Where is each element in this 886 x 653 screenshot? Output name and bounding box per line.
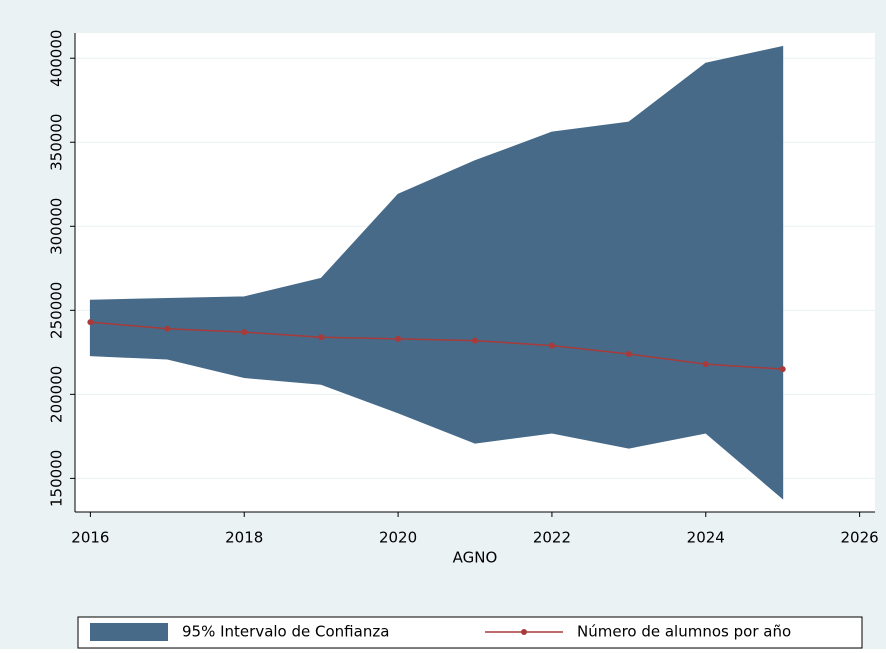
x-tick-label: 2026 (841, 529, 879, 547)
series-point (318, 334, 325, 341)
x-tick-label: 2022 (533, 529, 571, 547)
x-tick-label: 2024 (687, 529, 725, 547)
y-tick-label: 200000 (48, 366, 66, 423)
legend (77, 616, 863, 649)
series-point (472, 337, 478, 344)
series-point (779, 366, 786, 373)
legend-label: Número de alumnos por año (577, 623, 791, 641)
x-axis-label: AGNO (453, 549, 498, 567)
y-tick-label: 300000 (48, 198, 66, 255)
series-point (241, 329, 248, 336)
x-tick-label: 2020 (379, 529, 417, 547)
series-point (87, 319, 94, 326)
y-tick-label: 400000 (48, 30, 66, 87)
y-tick-label: 250000 (48, 282, 66, 339)
confidence-band (89, 45, 784, 500)
y-tick-label: 150000 (48, 450, 66, 507)
legend-marker (521, 629, 527, 635)
legend-swatch (90, 623, 168, 641)
legend-label: 95% Intervalo de Confianza (182, 623, 389, 641)
series-point (625, 351, 632, 358)
y-tick-label: 350000 (48, 114, 66, 171)
series-point (702, 361, 709, 368)
series-point (548, 342, 555, 349)
series-line (90, 321, 783, 370)
series-point (395, 335, 402, 342)
x-tick-label: 2018 (225, 529, 263, 547)
series-point (164, 325, 171, 332)
x-tick-label: 2016 (71, 529, 109, 547)
